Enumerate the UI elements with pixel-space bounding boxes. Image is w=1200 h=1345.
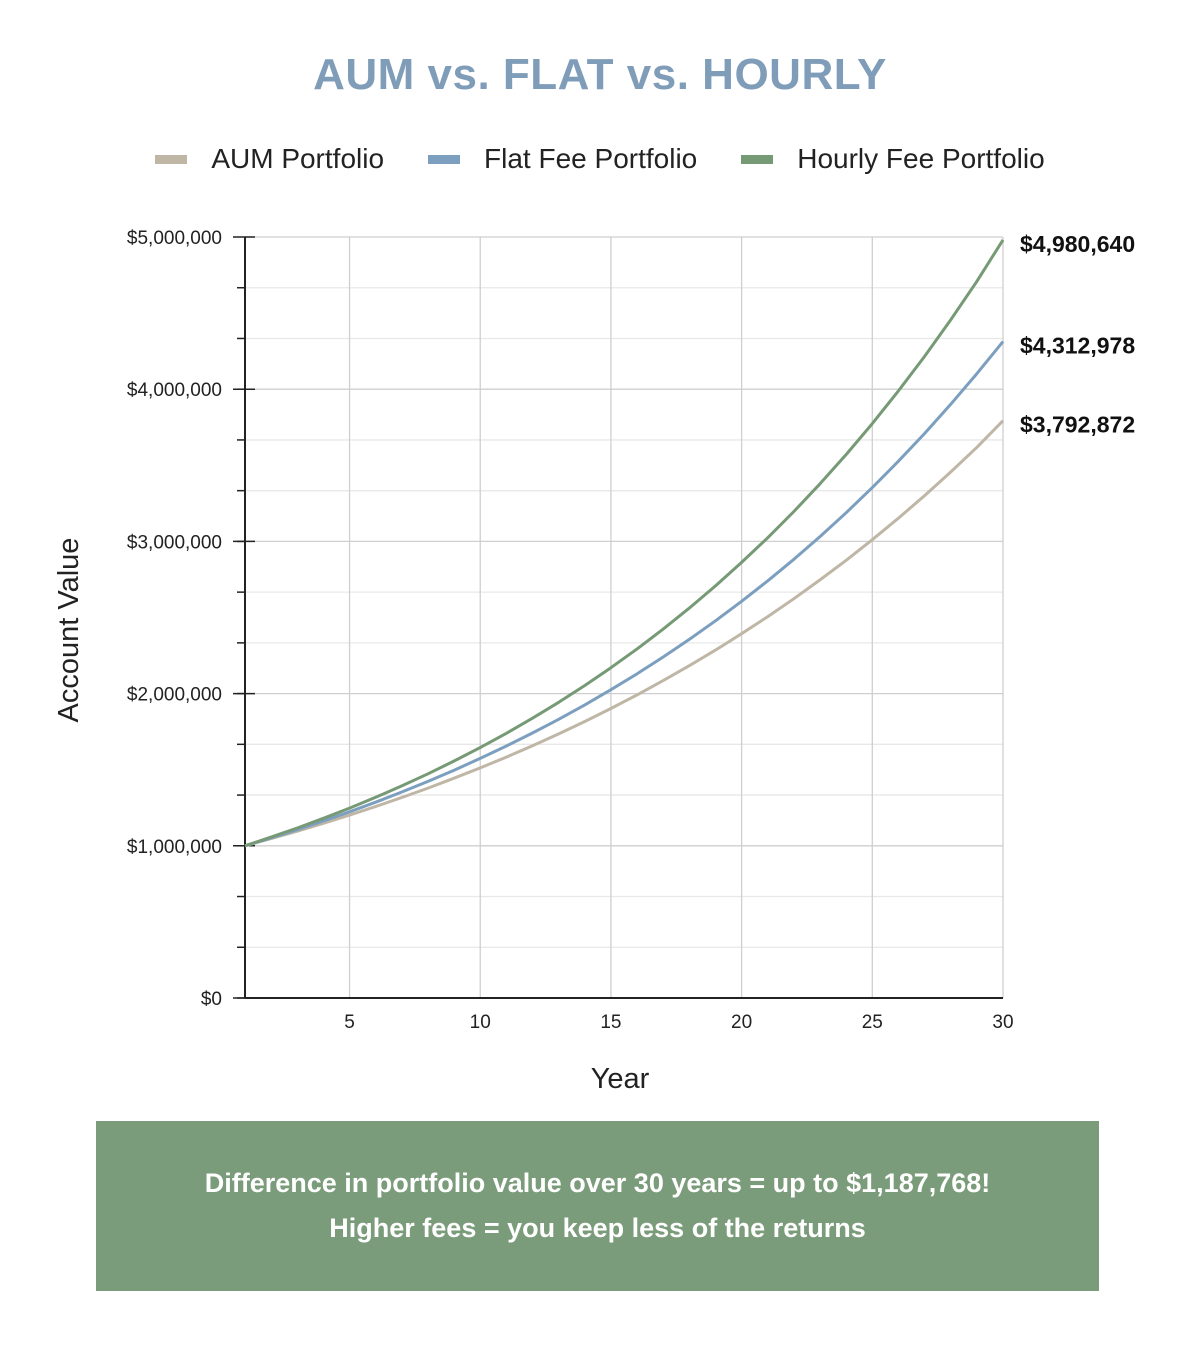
chart-title: AUM vs. FLAT vs. HOURLY xyxy=(313,50,887,99)
y-tick-label: $4,000,000 xyxy=(127,380,222,401)
banner-line-2: Higher fees = you keep less of the retur… xyxy=(329,1213,866,1243)
legend-item-hourly: Hourly Fee Portfolio xyxy=(741,143,1045,175)
legend-label: Hourly Fee Portfolio xyxy=(797,143,1045,174)
legend: AUM Portfolio Flat Fee Portfolio Hourly … xyxy=(0,143,1200,175)
x-tick-label: 20 xyxy=(731,1012,752,1033)
summary-banner: Difference in portfolio value over 30 ye… xyxy=(96,1121,1099,1291)
series-line-flat-fee-portfolio xyxy=(244,340,1005,848)
y-tick-label: $0 xyxy=(201,989,222,1010)
x-tick-label: 10 xyxy=(470,1012,491,1033)
y-tick-label: $1,000,000 xyxy=(127,837,222,858)
x-tick-label: 25 xyxy=(862,1012,883,1033)
legend-swatch xyxy=(428,154,461,164)
banner-line-1: Difference in portfolio value over 30 ye… xyxy=(204,1168,991,1198)
line-chart: 5 10 15 20 25 30 $0 $1,000,000 $2,000,000 $3,000,… xyxy=(53,228,1135,1095)
legend-item-aum: AUM Portfolio xyxy=(155,143,384,175)
x-tick-label: 15 xyxy=(600,1012,621,1033)
y-axis-title: Account Value xyxy=(53,538,85,723)
x-tick-label: 5 xyxy=(344,1012,355,1033)
legend-swatch xyxy=(741,154,774,164)
y-tick-label: $5,000,000 xyxy=(127,228,222,249)
legend-label: AUM Portfolio xyxy=(211,143,385,174)
end-value-label: $4,312,978 xyxy=(1020,333,1135,359)
y-tick-label: $3,000,000 xyxy=(127,532,222,553)
end-value-label: $4,980,640 xyxy=(1020,231,1135,257)
series-line-hourly-fee-portfolio xyxy=(244,239,1005,848)
end-value-label: $3,792,872 xyxy=(1020,412,1135,438)
series-line-aum-portfolio xyxy=(244,419,1005,848)
legend-label: Flat Fee Portfolio xyxy=(484,143,698,174)
x-tick-label: 30 xyxy=(992,1012,1013,1033)
legend-swatch xyxy=(155,154,188,164)
legend-item-flat: Flat Fee Portfolio xyxy=(428,143,697,175)
x-axis-title: Year xyxy=(591,1063,650,1095)
y-tick-label: $2,000,000 xyxy=(127,685,222,706)
